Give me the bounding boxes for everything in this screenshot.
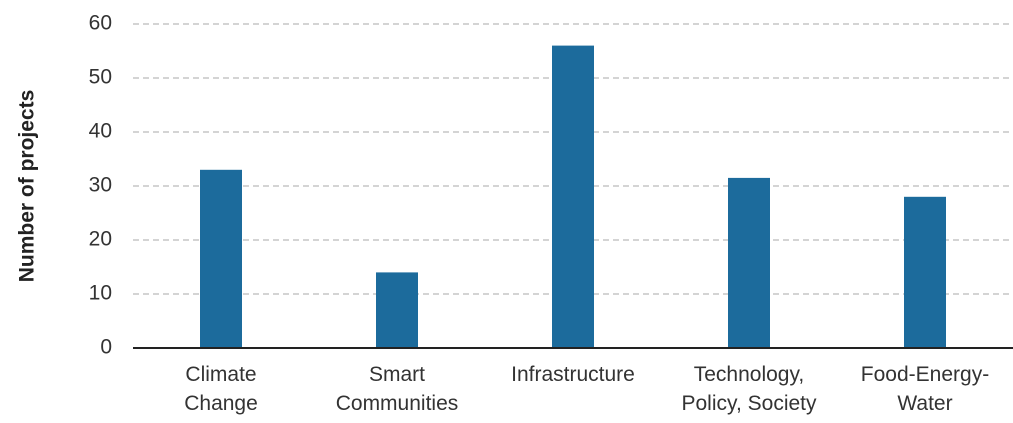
y-tick-label: 50 — [89, 66, 112, 89]
bar — [552, 45, 594, 348]
y-tick-label: 0 — [100, 336, 112, 359]
x-tick-label: Technology, Policy, Society — [681, 363, 817, 415]
y-tick-label: 30 — [89, 174, 112, 197]
y-tick-label: 60 — [89, 12, 112, 35]
y-axis-label: Number of projects — [16, 90, 39, 283]
x-tick-label: Climate Change — [184, 363, 258, 415]
bar — [376, 272, 418, 348]
x-tick-label: Food-Energy- Water — [860, 363, 990, 415]
y-tick-label: 10 — [89, 282, 112, 305]
bar — [200, 169, 242, 348]
x-tick-label: Smart Communities — [335, 363, 459, 415]
y-tick-label: 40 — [89, 120, 112, 143]
y-tick-label: 20 — [89, 228, 112, 251]
x-tick-label: Infrastructure — [511, 363, 635, 386]
bar — [904, 196, 946, 348]
bar — [728, 177, 770, 348]
